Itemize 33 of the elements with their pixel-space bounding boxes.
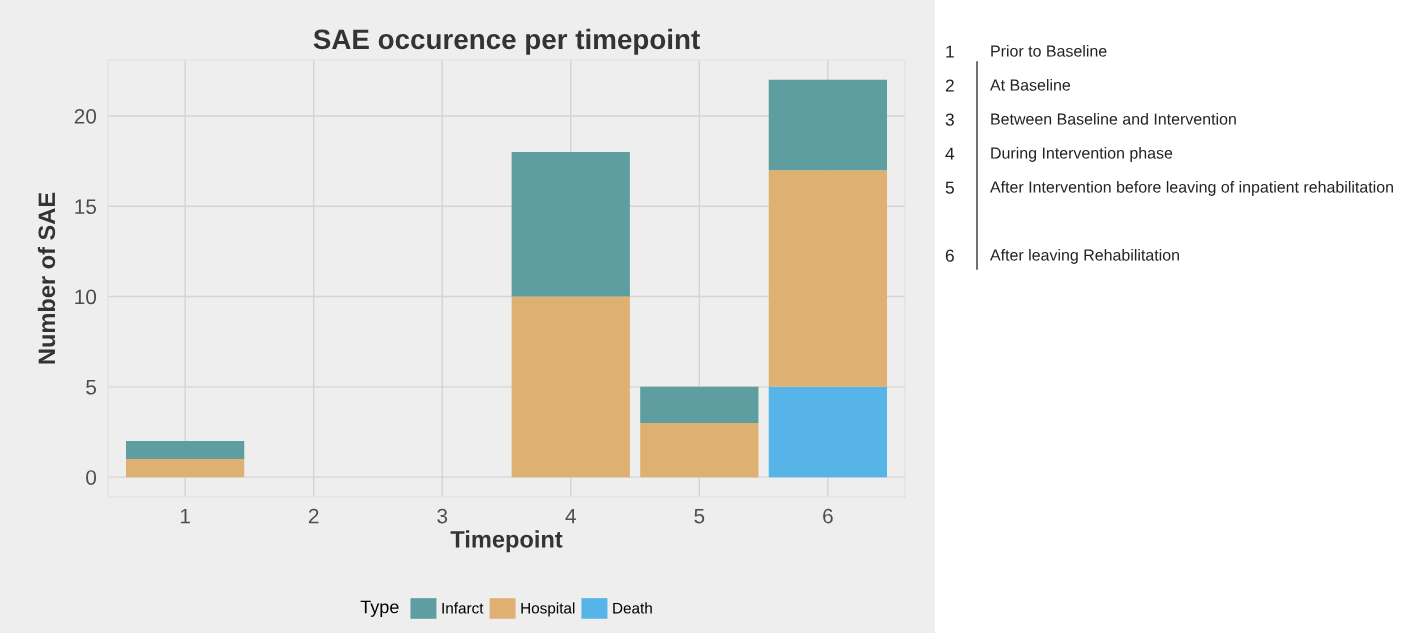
y-tick-label: 20 (74, 108, 97, 124)
text: 4 During Intervention phase (945, 147, 1173, 162)
bar (768, 170, 887, 387)
chart-title: SAE occurence per timepoint (313, 28, 700, 55)
text: 5 After Intervention before leaving of inpatient rehabilitation (945, 181, 1393, 196)
bar (126, 459, 245, 478)
text: 6 After leaving Rehabilitation (945, 249, 1179, 264)
y-tick-label: 10 (75, 289, 97, 305)
bar (768, 79, 887, 171)
x-tick-label: 5 (694, 508, 705, 524)
y-axis-title: Number of SAE (37, 192, 56, 364)
bar (640, 422, 759, 478)
legend-label: Infarct (442, 602, 484, 614)
legend-label: Hospital (521, 602, 575, 617)
x-axis-title: Timepoint (450, 530, 563, 553)
x-tick-label: 1 (180, 508, 190, 524)
text: 3 Between Baseline and Intervention (945, 113, 1236, 126)
legend-label: Death (613, 602, 652, 614)
y-tick-label: 15 (75, 199, 97, 215)
x-tick-label: 6 (823, 508, 833, 524)
y-tick-label: 5 (86, 380, 97, 395)
bar (768, 386, 887, 478)
bar (640, 386, 759, 423)
x-tick-label: 2 (308, 508, 319, 524)
x-tick-label: 3 (437, 508, 448, 524)
text: 2 At Baseline (945, 79, 1071, 92)
bar (511, 296, 630, 478)
legend-title: Type (360, 600, 399, 617)
bar (511, 152, 630, 297)
text: 1 Prior to Baseline (946, 45, 1107, 58)
x-tick-label: 4 (565, 508, 576, 524)
y-tick-label: 0 (86, 470, 97, 485)
bar (126, 441, 245, 460)
